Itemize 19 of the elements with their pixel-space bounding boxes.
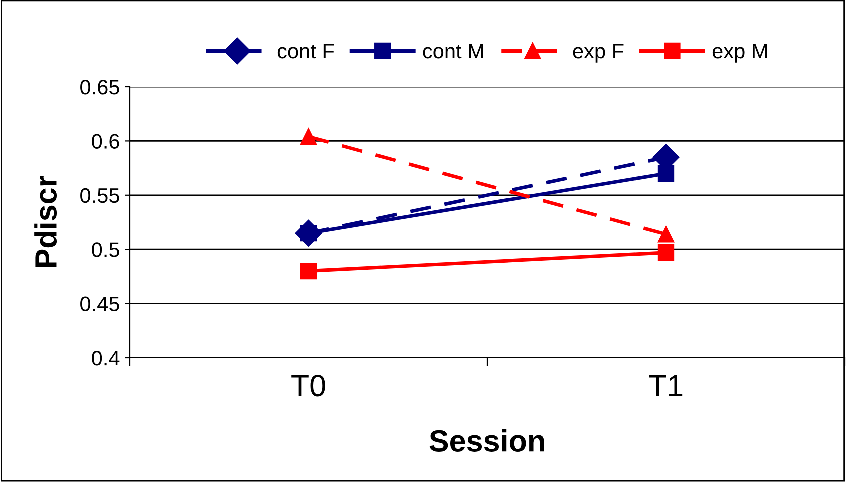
legend-label: exp M xyxy=(712,44,768,63)
x-tick-label: T0 xyxy=(292,375,326,397)
y-tick-label: 0.55 xyxy=(80,188,120,204)
legend-label: exp F xyxy=(573,44,624,63)
point xyxy=(300,262,318,280)
legend-label: cont M xyxy=(423,44,484,59)
point xyxy=(658,226,675,243)
point xyxy=(658,244,675,262)
x-axis-title: Session xyxy=(430,430,544,452)
point xyxy=(300,128,318,146)
y-tick-label: 0.45 xyxy=(80,296,120,312)
y-axis-title: Pdiscr xyxy=(34,176,58,268)
y-tick-label: 0.65 xyxy=(80,80,120,95)
legend-label: cont F xyxy=(278,44,334,59)
y-tick-label: 0.5 xyxy=(92,242,120,258)
point xyxy=(658,165,675,182)
y-tick-label: 0.6 xyxy=(92,134,120,149)
y-tick-label: 0.4 xyxy=(92,351,120,366)
x-tick-label: T1 xyxy=(649,375,683,396)
